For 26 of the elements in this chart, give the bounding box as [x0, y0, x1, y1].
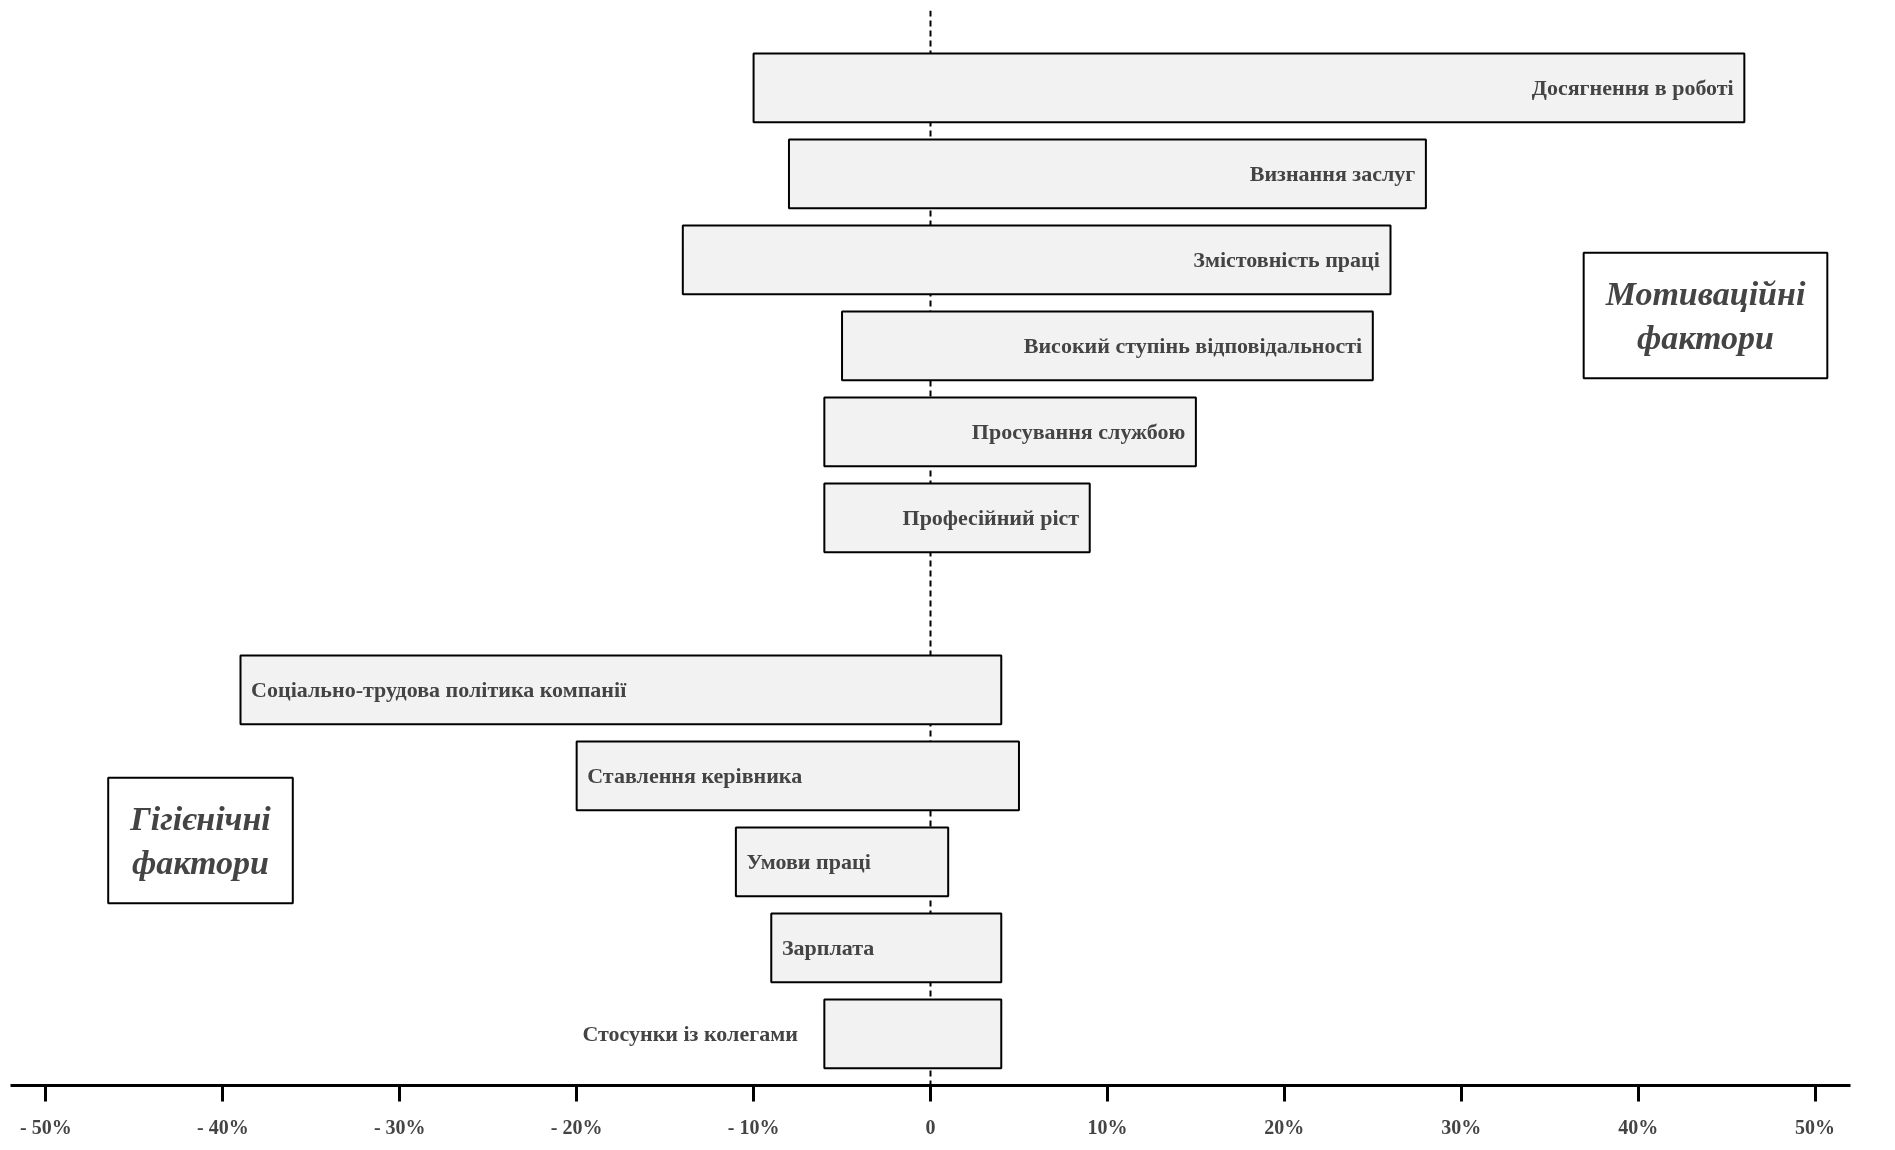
- y-tick-label: Високий ступінь відповідальності: [1023, 333, 1363, 359]
- bar: [823, 998, 1003, 1070]
- x-tick-label: 20%: [1264, 1115, 1305, 1138]
- x-tick-label: 40%: [1618, 1115, 1659, 1138]
- x-tick-label: - 30%: [373, 1115, 426, 1138]
- x-tick-label: - 10%: [727, 1115, 780, 1138]
- annotation: Гігієнічні фактори: [129, 799, 272, 882]
- x-tick-label: - 50%: [20, 1115, 72, 1138]
- y-tick-label: Соціально-трудова політика компанії: [251, 677, 628, 703]
- x-tick-label: 50%: [1795, 1115, 1836, 1138]
- y-tick-label: Ставлення керівника: [587, 763, 803, 789]
- annotation: Мотиваційні фактори: [1604, 274, 1806, 357]
- y-tick-label: Визнання заслуг: [1249, 161, 1416, 187]
- y-tick-label: Просування службою: [971, 419, 1186, 445]
- bar: [787, 138, 1427, 210]
- y-tick-label: Професійний ріст: [902, 505, 1080, 531]
- y-tick-label: Стосунки із колегами: [582, 1021, 799, 1047]
- x-tick-label: - 40%: [196, 1115, 249, 1138]
- x-tick-label: 10%: [1087, 1115, 1128, 1138]
- x-tick-label: 30%: [1441, 1115, 1482, 1138]
- y-tick-label: Змістовність праці: [1193, 247, 1380, 273]
- y-tick-label: Умови праці: [746, 849, 871, 875]
- x-tick-label: - 20%: [550, 1115, 603, 1138]
- y-tick-label: Досягнення в роботі: [1531, 75, 1734, 101]
- x-tick-label: 0: [925, 1115, 936, 1138]
- y-tick-label: Зарплата: [781, 935, 875, 961]
